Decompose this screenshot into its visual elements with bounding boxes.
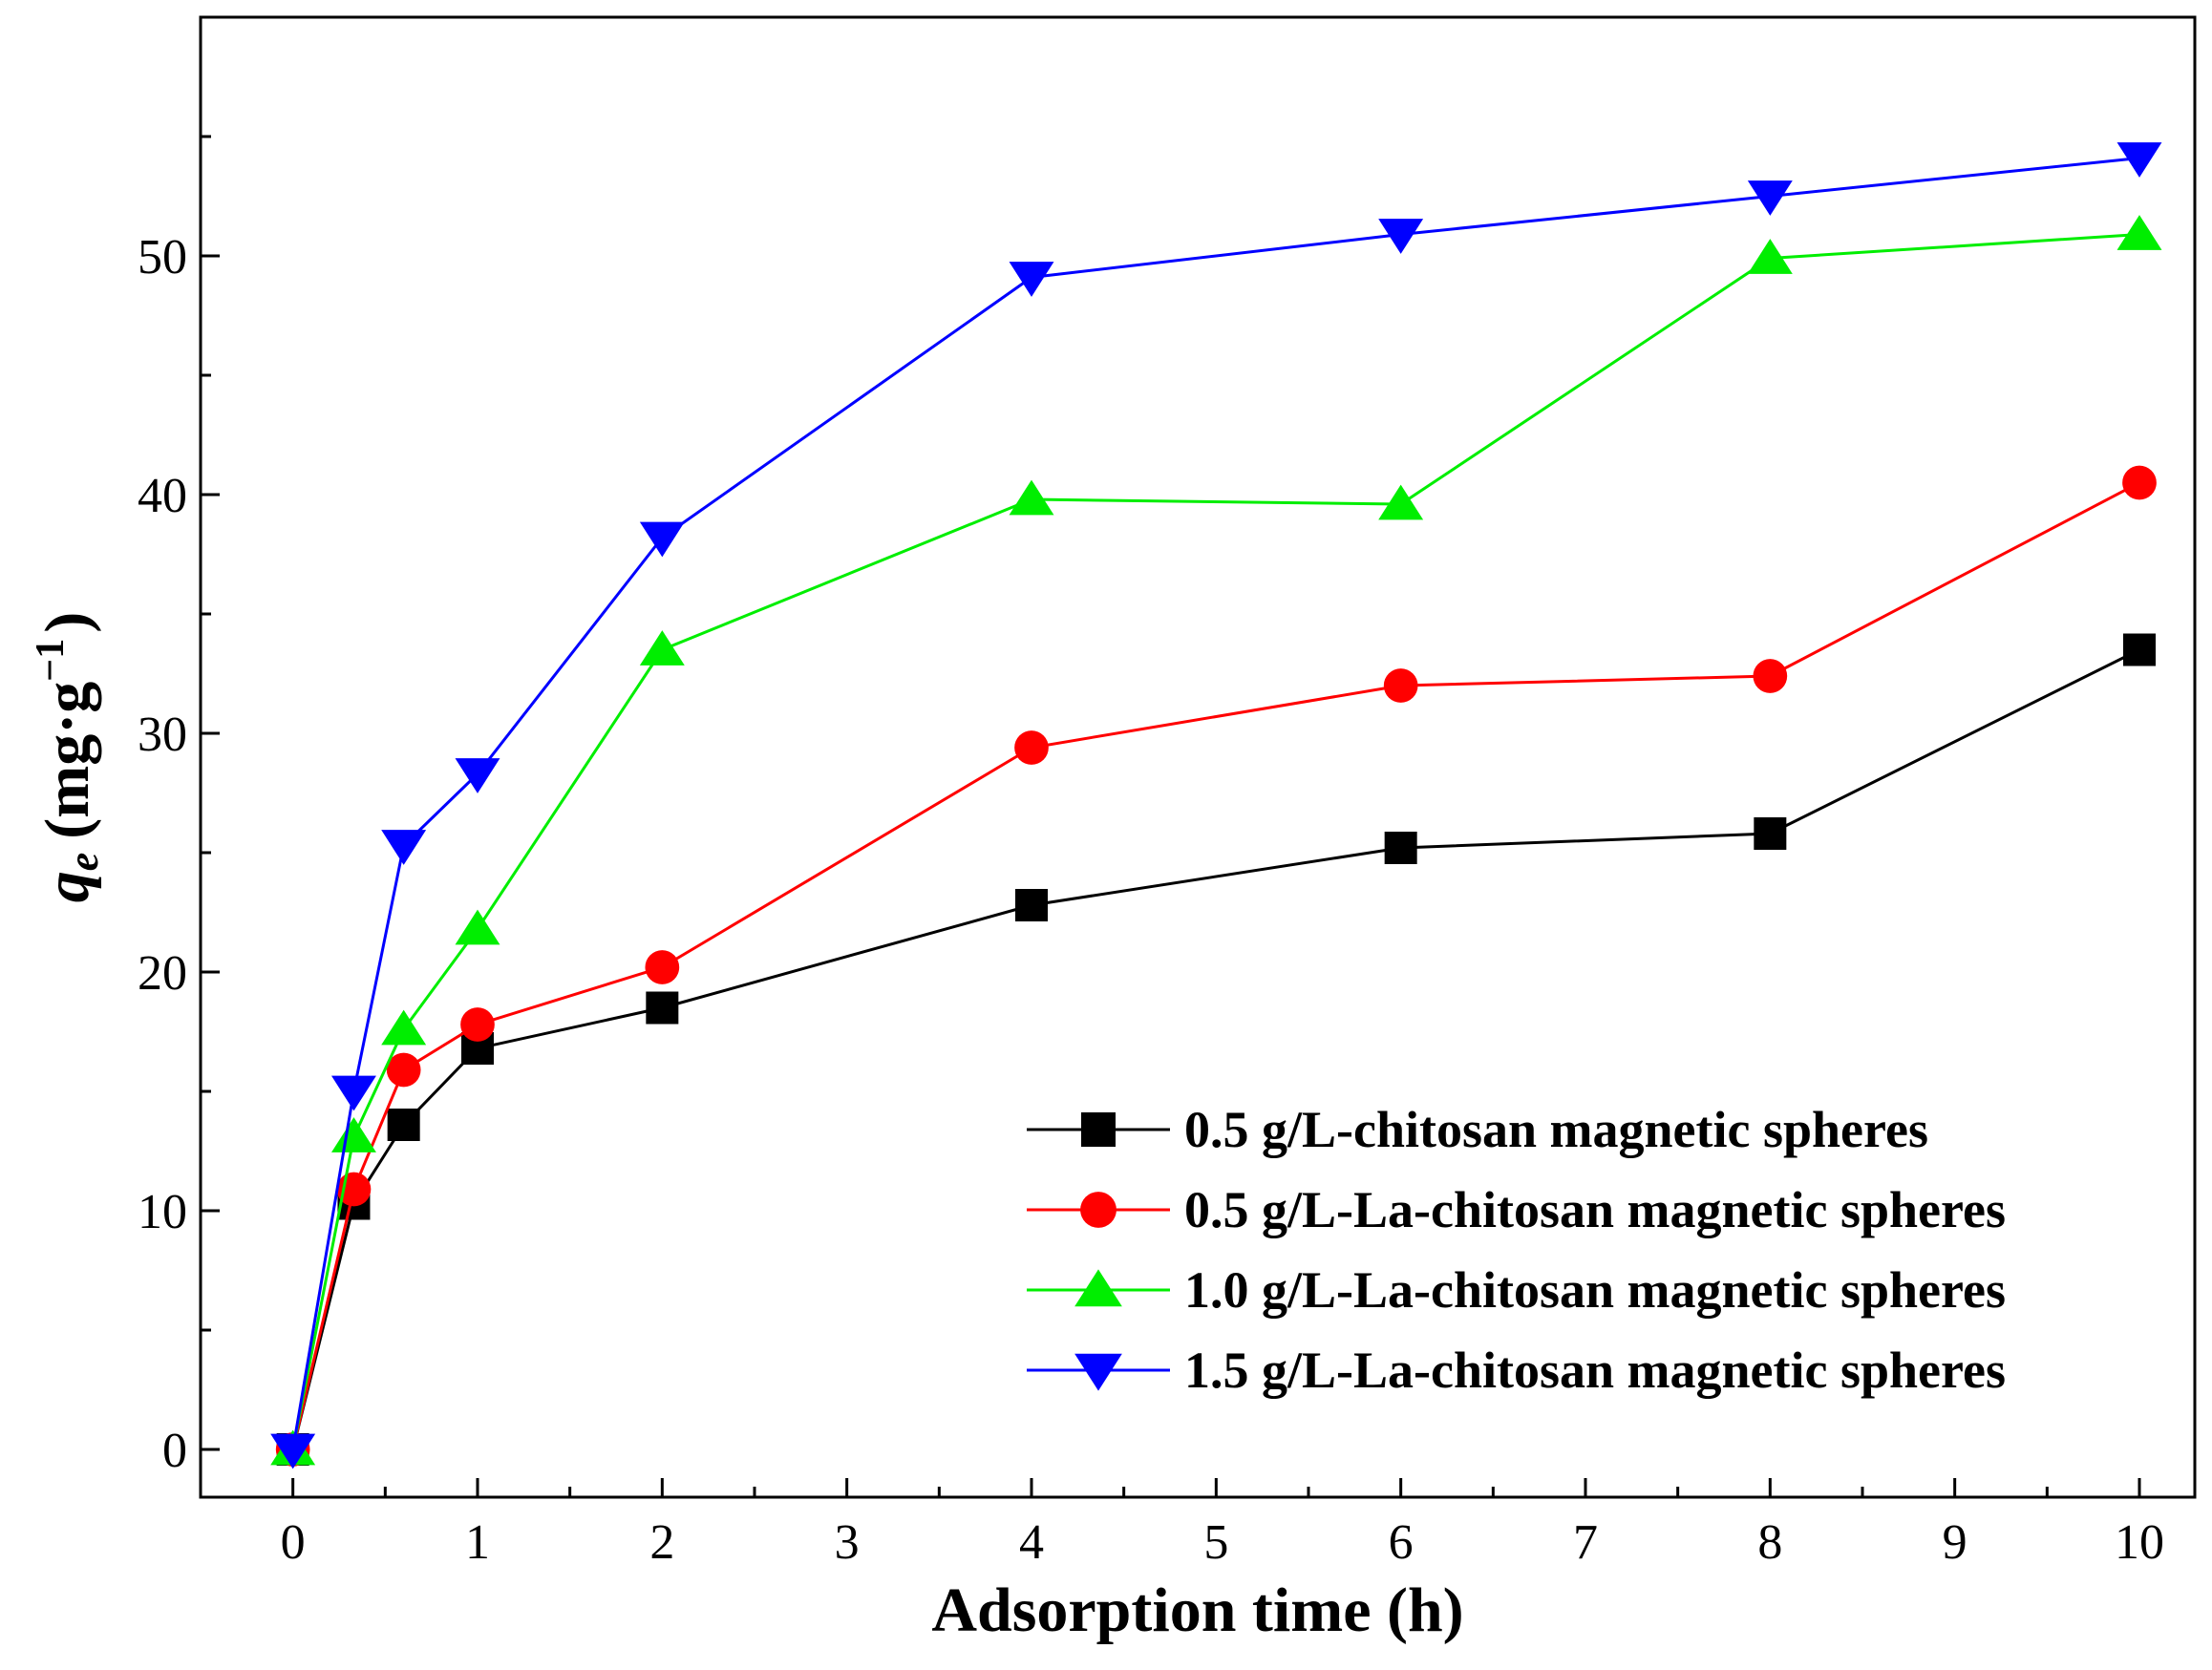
- plot-frame: [199, 15, 2197, 1499]
- data-point: [2116, 142, 2162, 178]
- data-point: [1014, 730, 1049, 765]
- x-tick-label: 7: [1573, 1515, 1598, 1570]
- data-point: [455, 758, 500, 793]
- data-point: [1747, 239, 1793, 274]
- data-point: [387, 1109, 420, 1141]
- y-axis-symbol: q: [32, 871, 102, 902]
- data-point: [2116, 215, 2162, 250]
- data-point: [1747, 180, 1793, 216]
- y-tick-label: 10: [138, 1185, 187, 1239]
- data-point: [381, 830, 427, 865]
- data-point: [1753, 659, 1788, 693]
- x-tick-label: 6: [1389, 1515, 1414, 1570]
- x-tick-label: 10: [2115, 1515, 2164, 1570]
- data-point: [1009, 479, 1054, 516]
- legend-label: 1.0 g/L-La-chitosan magnetic spheres: [1184, 1261, 2006, 1319]
- data-point: [460, 1007, 495, 1042]
- data-point: [1009, 262, 1054, 297]
- series-3: [270, 215, 2162, 1466]
- legend-marker: [1080, 1192, 1117, 1228]
- x-tick-label: 1: [465, 1515, 490, 1570]
- data-point: [270, 1433, 316, 1469]
- y-tick-label: 30: [138, 708, 187, 762]
- data-point: [1378, 484, 1424, 520]
- y-axis: 0 10 20 30 40 50: [138, 135, 220, 1478]
- data-point: [646, 991, 679, 1025]
- data-point: [2123, 633, 2156, 666]
- data-point: [639, 630, 685, 666]
- data-point: [645, 950, 680, 984]
- legend-label: 0.5 g/L-chitosan magnetic spheres: [1184, 1101, 1928, 1158]
- data-point: [381, 1009, 427, 1046]
- y-axis-superscript: −1: [29, 639, 73, 682]
- x-tick-label: 5: [1203, 1515, 1228, 1570]
- x-tick-label: 0: [281, 1515, 306, 1570]
- data-point: [386, 1052, 421, 1088]
- legend-item: 1.0 g/L-La-chitosan magnetic spheres: [1027, 1261, 2006, 1319]
- y-axis-units: (mg·g: [32, 682, 102, 839]
- legend-item: 0.5 g/L-La-chitosan magnetic spheres: [1027, 1181, 2006, 1238]
- data-point: [331, 1117, 376, 1152]
- legend: 0.5 g/L-chitosan magnetic spheres 0.5 g/L…: [1027, 1101, 2006, 1399]
- x-axis-title: Adsorption time (h): [931, 1575, 1463, 1645]
- series-4: [270, 142, 2162, 1469]
- y-tick-label: 50: [138, 230, 187, 285]
- x-tick-label: 8: [1757, 1515, 1782, 1570]
- data-point: [2122, 465, 2157, 500]
- legend-marker: [1074, 1353, 1122, 1391]
- legend-label: 1.5 g/L-La-chitosan magnetic spheres: [1184, 1342, 2006, 1399]
- y-axis-title: qe (mg·g−1): [29, 612, 107, 902]
- data-point: [639, 521, 685, 558]
- data-point: [1015, 889, 1048, 921]
- legend-item: 1.5 g/L-La-chitosan magnetic spheres: [1027, 1342, 2006, 1399]
- data-point: [1754, 817, 1787, 850]
- series-1: [276, 633, 2156, 1466]
- legend-item: 0.5 g/L-chitosan magnetic spheres: [1027, 1101, 1928, 1158]
- legend-label: 0.5 g/L-La-chitosan magnetic spheres: [1184, 1181, 2006, 1238]
- y-tick-label: 40: [138, 469, 187, 523]
- x-tick-label: 2: [649, 1515, 674, 1570]
- y-axis-close: ): [32, 612, 102, 633]
- data-point: [331, 1075, 376, 1111]
- series-line: [291, 648, 2140, 1450]
- legend-marker: [1074, 1269, 1122, 1307]
- x-axis: 0 1 2 3 4 5 6 7 8 9 10: [281, 1478, 2164, 1570]
- x-tick-label: 9: [1943, 1515, 1967, 1570]
- x-tick-label: 4: [1019, 1515, 1044, 1570]
- data-point: [1378, 219, 1424, 254]
- series-line: [291, 157, 2140, 1450]
- y-tick-label: 0: [162, 1424, 187, 1478]
- data-point: [1383, 668, 1418, 703]
- y-tick-label: 20: [138, 946, 187, 1001]
- data-point: [455, 909, 500, 945]
- series-layer: [270, 142, 2162, 1469]
- x-tick-label: 3: [835, 1515, 860, 1570]
- y-axis-subscript: e: [60, 853, 107, 872]
- legend-marker: [1081, 1112, 1116, 1147]
- data-point: [1384, 832, 1417, 864]
